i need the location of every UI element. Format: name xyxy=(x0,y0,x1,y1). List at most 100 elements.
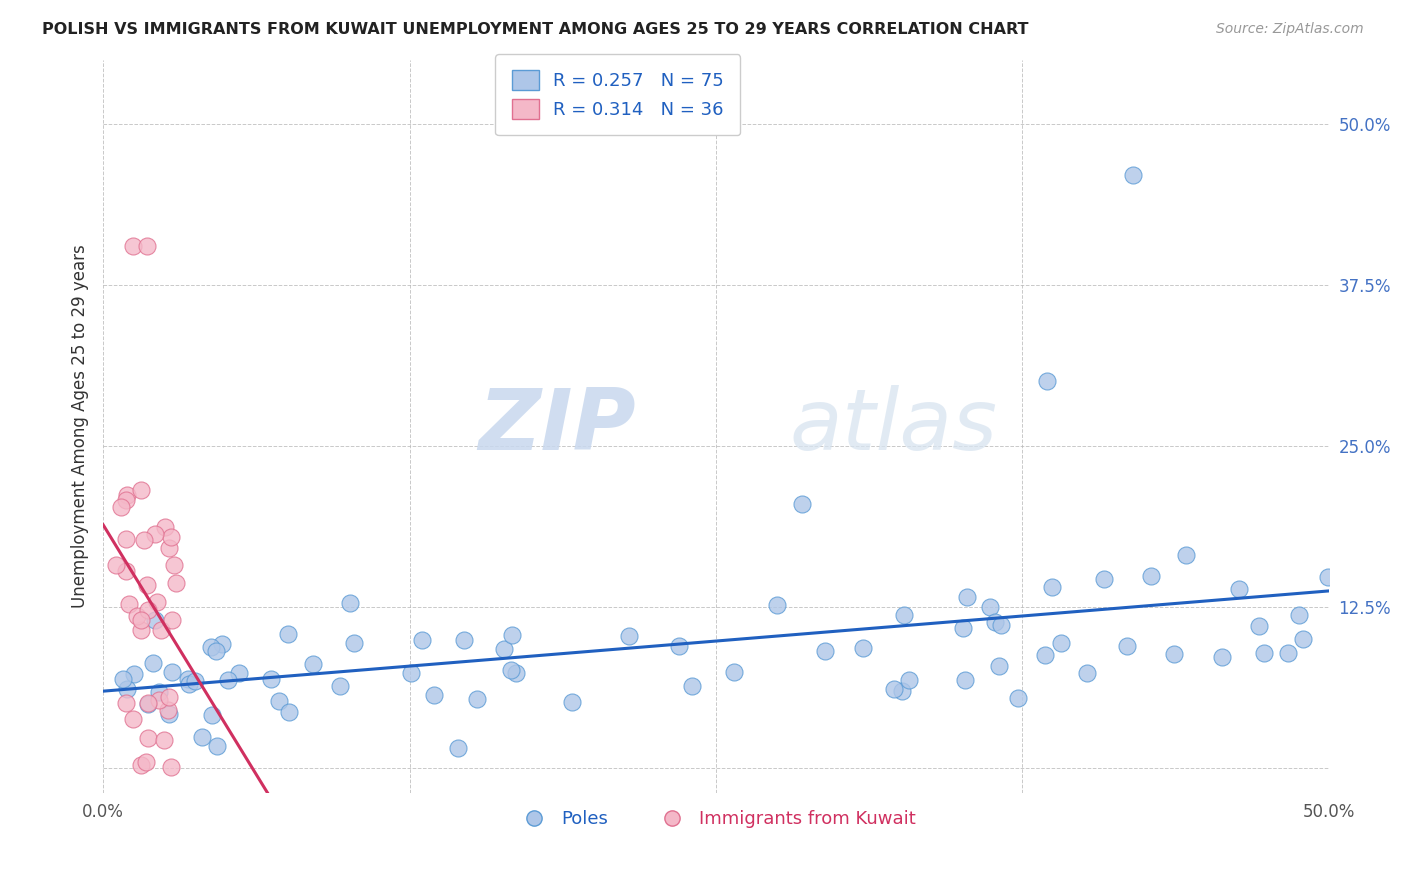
Point xyxy=(465,692,488,706)
Point xyxy=(765,598,787,612)
Point xyxy=(129,758,152,772)
Point xyxy=(148,685,170,699)
Point xyxy=(499,663,522,677)
Point xyxy=(205,644,228,658)
Point xyxy=(143,613,166,627)
Point xyxy=(505,665,527,680)
Point xyxy=(163,558,186,573)
Point xyxy=(201,708,224,723)
Point xyxy=(668,639,690,653)
Point xyxy=(157,703,180,717)
Point xyxy=(142,656,165,670)
Point xyxy=(177,677,200,691)
Point xyxy=(191,730,214,744)
Point xyxy=(136,603,159,617)
Point xyxy=(127,608,149,623)
Point xyxy=(115,682,138,697)
Point xyxy=(790,497,813,511)
Point xyxy=(143,527,166,541)
Point xyxy=(1092,572,1115,586)
Point xyxy=(104,558,127,572)
Point xyxy=(114,564,136,578)
Point xyxy=(411,632,433,647)
Point xyxy=(494,642,516,657)
Point xyxy=(302,657,325,671)
Point xyxy=(1036,375,1059,389)
Point xyxy=(135,755,157,769)
Point xyxy=(852,641,875,656)
Point xyxy=(399,665,422,680)
Point xyxy=(501,628,523,642)
Point xyxy=(129,613,152,627)
Point xyxy=(157,541,180,556)
Point xyxy=(1288,608,1310,623)
Point xyxy=(1253,646,1275,660)
Point xyxy=(110,500,132,515)
Point xyxy=(1007,690,1029,705)
Point xyxy=(1175,548,1198,562)
Point xyxy=(984,615,1007,630)
Point xyxy=(1317,570,1340,584)
Point xyxy=(1035,648,1057,662)
Text: POLISH VS IMMIGRANTS FROM KUWAIT UNEMPLOYMENT AMONG AGES 25 TO 29 YEARS CORRELAT: POLISH VS IMMIGRANTS FROM KUWAIT UNEMPLO… xyxy=(42,22,1029,37)
Point xyxy=(157,707,180,722)
Point xyxy=(1076,665,1098,680)
Point xyxy=(329,679,352,693)
Point xyxy=(1049,636,1071,650)
Point xyxy=(122,667,145,681)
Point xyxy=(115,488,138,502)
Point xyxy=(211,637,233,651)
Point xyxy=(1116,639,1139,653)
Point xyxy=(159,760,181,774)
Point xyxy=(115,532,138,546)
Point xyxy=(177,673,200,687)
Point xyxy=(1277,646,1299,660)
Point xyxy=(1140,569,1163,583)
Point xyxy=(134,533,156,548)
Point xyxy=(260,672,283,686)
Point xyxy=(129,624,152,638)
Point xyxy=(979,599,1001,614)
Point xyxy=(278,705,301,719)
Point xyxy=(339,596,361,610)
Point xyxy=(118,597,141,611)
Point xyxy=(953,673,976,688)
Point xyxy=(1247,619,1270,633)
Point xyxy=(200,640,222,654)
Point xyxy=(1227,582,1250,596)
Point xyxy=(723,665,745,680)
Point xyxy=(423,689,446,703)
Point xyxy=(122,712,145,726)
Point xyxy=(619,630,641,644)
Point xyxy=(228,665,250,680)
Point xyxy=(269,694,291,708)
Point xyxy=(987,659,1010,673)
Point xyxy=(952,621,974,635)
Point xyxy=(1292,632,1315,647)
Point xyxy=(1211,649,1233,664)
Point xyxy=(882,681,904,696)
Text: Source: ZipAtlas.com: Source: ZipAtlas.com xyxy=(1216,22,1364,37)
Point xyxy=(893,607,915,622)
Point xyxy=(155,520,177,534)
Point xyxy=(160,530,183,544)
Point xyxy=(150,623,173,637)
Text: atlas: atlas xyxy=(789,385,997,468)
Point xyxy=(990,618,1012,632)
Point xyxy=(162,665,184,680)
Point xyxy=(136,697,159,711)
Point xyxy=(136,239,159,253)
Point xyxy=(205,739,228,753)
Point xyxy=(1040,580,1063,594)
Point xyxy=(277,627,299,641)
Text: ZIP: ZIP xyxy=(478,385,637,468)
Point xyxy=(165,576,187,591)
Point xyxy=(121,239,143,253)
Point xyxy=(148,693,170,707)
Point xyxy=(136,731,159,745)
Point xyxy=(342,636,364,650)
Point xyxy=(112,672,135,686)
Point xyxy=(115,696,138,710)
Legend: Poles, Immigrants from Kuwait: Poles, Immigrants from Kuwait xyxy=(509,803,922,836)
Point xyxy=(814,643,837,657)
